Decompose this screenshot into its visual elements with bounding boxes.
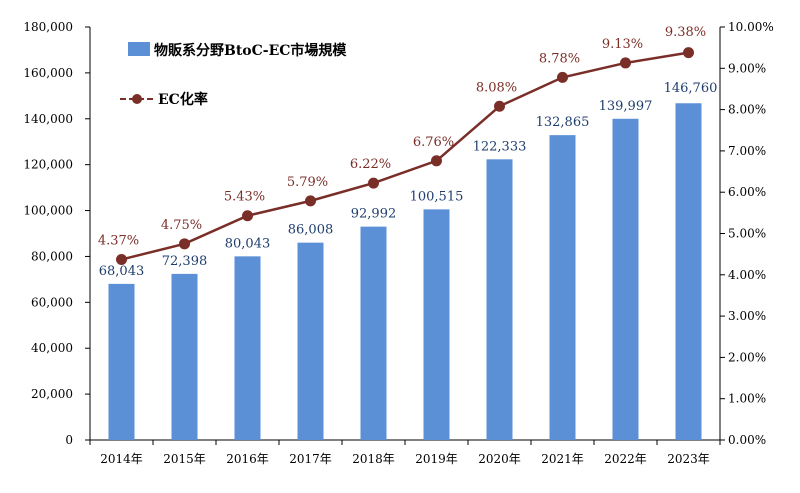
- line-value-label: 8.78%: [539, 51, 580, 66]
- bar-value-label: 122,333: [473, 139, 527, 154]
- line-point: [116, 254, 127, 266]
- line-value-label: 4.75%: [161, 218, 202, 233]
- x-tick-label: 2020年: [478, 452, 521, 466]
- ec-rate-line: [121, 51, 689, 261]
- line-point: [620, 57, 631, 69]
- labels-layer: 68,043 72,398 80,043 86,008 92,992 100,515 122…: [98, 25, 718, 279]
- y-left-tick-label: 160,000: [23, 66, 73, 80]
- line-point: [242, 210, 253, 222]
- legend-label-bar: 物販系分野BtoC-EC市場規模: [154, 42, 347, 59]
- bar-value-label: 139,997: [599, 99, 653, 114]
- y-left-tick-label: 20,000: [31, 387, 73, 401]
- line-point: [368, 177, 379, 189]
- line-value-label: 9.38%: [665, 25, 706, 40]
- line-layer: [116, 47, 694, 266]
- y-right-tick-label: 7.00%: [728, 144, 766, 158]
- line-value-label: 6.22%: [350, 157, 391, 172]
- line-point: [179, 238, 190, 250]
- y-right-tick-label: 2.00%: [728, 350, 766, 364]
- bar-value-label: 146,760: [664, 81, 718, 96]
- bar-value-label: 80,043: [225, 236, 271, 251]
- y-right-tick-label: 1.00%: [728, 392, 766, 406]
- legend-swatch-bar: [128, 42, 150, 56]
- y-left-tick-label: 100,000: [23, 204, 73, 218]
- x-tick-label: 2016年: [226, 452, 269, 466]
- x-tick-label: 2022年: [604, 452, 647, 466]
- bar: [171, 273, 198, 440]
- bar: [423, 209, 450, 440]
- line-value-label: 8.08%: [476, 80, 517, 95]
- bar: [486, 159, 513, 440]
- bars-layer: [108, 103, 702, 441]
- x-tick-label: 2015年: [163, 452, 206, 466]
- line-value-label: 6.76%: [413, 135, 454, 150]
- y-right-tick-label: 9.00%: [728, 61, 766, 75]
- y-left-tick-label: 180,000: [23, 20, 73, 34]
- y-right-tick-label: 0.00%: [728, 433, 766, 447]
- x-tick-label: 2017年: [289, 452, 332, 466]
- axes-layer: 0 20,000 40,000 60,000 80,000 100,000 120,000 1…: [23, 20, 773, 466]
- bar-value-label: 68,043: [99, 264, 145, 279]
- bar-value-label: 100,515: [410, 189, 464, 204]
- bar-value-label: 132,865: [536, 115, 590, 130]
- y-right-tick-label: 3.00%: [728, 309, 766, 323]
- x-tick-label: 2023年: [667, 452, 710, 466]
- y-left-tick-label: 0: [65, 433, 73, 447]
- x-tick-label: 2018年: [352, 452, 395, 466]
- line-point: [431, 155, 442, 167]
- y-left-tick-label: 80,000: [31, 249, 73, 263]
- y-left-tick-label: 140,000: [23, 112, 73, 126]
- bar: [297, 242, 324, 440]
- x-tick-label: 2014年: [100, 452, 143, 466]
- bar: [234, 256, 261, 440]
- bar-value-label: 72,398: [162, 254, 208, 269]
- line-value-label: 5.79%: [287, 175, 328, 190]
- bar: [108, 283, 135, 440]
- y-right-tick-label: 8.00%: [728, 103, 766, 117]
- y-right-tick-label: 5.00%: [728, 227, 766, 241]
- line-point: [494, 100, 505, 112]
- bar: [549, 135, 576, 441]
- y-right-tick-label: 6.00%: [728, 185, 766, 199]
- bar: [675, 103, 702, 440]
- line-value-label: 5.43%: [224, 190, 265, 205]
- line-value-label: 4.37%: [98, 234, 139, 249]
- legend-swatch-marker: [132, 94, 142, 104]
- y-left-tick-label: 120,000: [23, 158, 73, 172]
- legend: 物販系分野BtoC-EC市場規模 EC化率: [120, 42, 347, 108]
- bar: [360, 226, 387, 440]
- bar: [612, 118, 639, 440]
- bar-value-label: 92,992: [351, 207, 397, 222]
- x-tick-label: 2019年: [415, 452, 458, 466]
- x-tick-label: 2021年: [541, 452, 584, 466]
- y-right-tick-label: 10.00%: [728, 20, 774, 34]
- line-point: [305, 195, 316, 207]
- line-value-label: 9.13%: [602, 37, 643, 52]
- legend-label-line: EC化率: [158, 91, 208, 108]
- bar-value-label: 86,008: [288, 223, 334, 238]
- y-left-tick-label: 40,000: [31, 341, 73, 355]
- y-left-tick-label: 60,000: [31, 295, 73, 309]
- line-point: [557, 71, 568, 83]
- line-point: [683, 47, 694, 59]
- y-right-tick-label: 4.00%: [728, 268, 766, 282]
